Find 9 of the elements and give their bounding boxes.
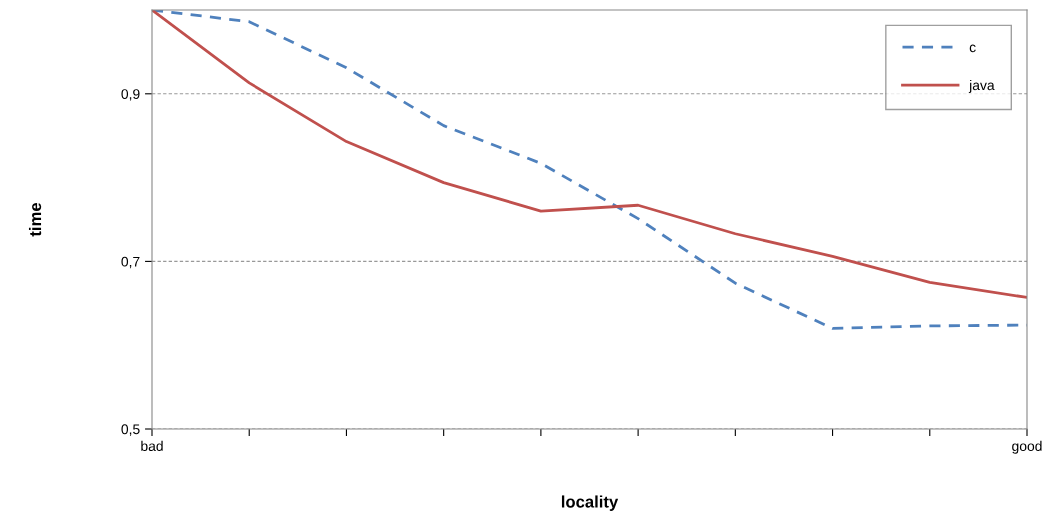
- y-axis-title: time: [28, 202, 42, 237]
- x-axis-title: locality: [561, 495, 619, 511]
- x-tick-label: bad: [141, 440, 163, 452]
- y-tick-label: 0,5: [121, 424, 140, 436]
- legend-label: c: [969, 44, 976, 53]
- x-tick-label: good: [1012, 440, 1042, 454]
- legend-label: java: [968, 79, 995, 93]
- y-tick-label: 0,7: [121, 256, 140, 269]
- y-tick-label: 0,9: [121, 89, 140, 101]
